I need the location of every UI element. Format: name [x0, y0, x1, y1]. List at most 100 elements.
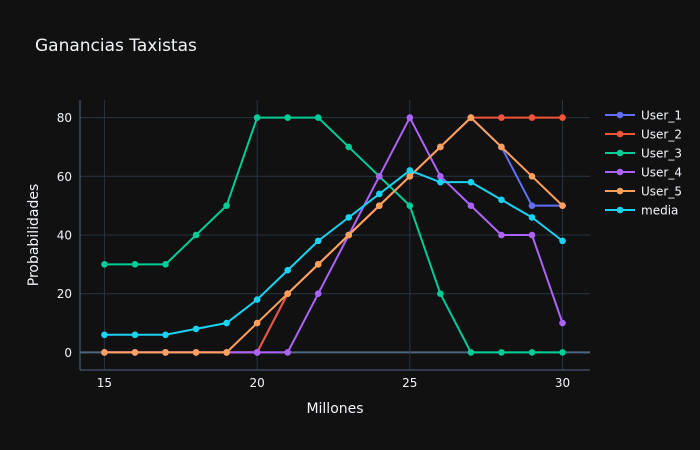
data-point[interactable] [498, 349, 505, 356]
series-line [104, 169, 564, 336]
data-point[interactable] [467, 202, 475, 209]
data-point[interactable] [223, 319, 230, 327]
legend-swatch-marker [616, 130, 624, 138]
data-point[interactable] [559, 202, 566, 209]
data-point[interactable] [406, 173, 414, 180]
legend-item-user-2[interactable]: User_2 [605, 128, 682, 142]
data-point[interactable] [284, 114, 291, 121]
data-point[interactable] [192, 231, 200, 239]
legend-swatch-marker [616, 187, 624, 195]
data-point[interactable] [437, 173, 444, 180]
legend-swatch-marker [616, 111, 624, 119]
data-point[interactable] [162, 349, 169, 356]
data-point[interactable] [498, 143, 505, 151]
legend-label: User_5 [641, 185, 682, 199]
y-tick-label: 20 [57, 287, 72, 301]
legend-swatch-marker [616, 168, 624, 176]
y-tick-label: 60 [57, 170, 72, 184]
x-tick-label: 25 [402, 376, 417, 390]
data-point[interactable] [528, 114, 536, 121]
data-point[interactable] [162, 331, 169, 339]
y-tick-label: 40 [57, 229, 72, 243]
data-point[interactable] [131, 261, 139, 268]
data-point[interactable] [375, 190, 383, 198]
data-point[interactable] [467, 178, 475, 186]
data-point[interactable] [467, 114, 475, 121]
data-point[interactable] [314, 290, 322, 297]
series-user-3[interactable] [101, 114, 566, 356]
legend-item-media[interactable]: media [605, 204, 678, 218]
y-tick-label: 80 [57, 111, 72, 125]
data-point[interactable] [559, 319, 566, 327]
data-point[interactable] [559, 114, 566, 121]
data-point[interactable] [101, 261, 108, 268]
data-point[interactable] [101, 331, 108, 339]
data-point[interactable] [559, 237, 566, 245]
data-point[interactable] [559, 349, 566, 356]
data-point[interactable] [253, 349, 261, 356]
legend-label: media [641, 204, 678, 218]
data-point[interactable] [284, 266, 291, 274]
data-point[interactable] [406, 202, 414, 209]
data-point[interactable] [528, 173, 536, 180]
data-point[interactable] [223, 202, 230, 209]
legend-swatch-marker [616, 206, 624, 214]
data-point[interactable] [131, 331, 139, 339]
series-media[interactable] [101, 167, 566, 339]
data-point[interactable] [131, 349, 139, 356]
series-line [104, 116, 563, 354]
legend-item-user-3[interactable]: User_3 [605, 147, 682, 161]
data-point[interactable] [437, 143, 444, 151]
data-point[interactable] [467, 349, 475, 356]
data-point[interactable] [406, 114, 414, 121]
data-point[interactable] [192, 325, 200, 333]
y-axis-label: Probabilidades [26, 184, 42, 287]
data-point[interactable] [253, 319, 261, 327]
data-point[interactable] [528, 231, 536, 239]
data-point[interactable] [345, 231, 353, 239]
data-point[interactable] [528, 214, 536, 221]
data-point[interactable] [314, 114, 322, 121]
legend-label: User_2 [641, 128, 682, 142]
data-point[interactable] [192, 349, 200, 356]
data-point[interactable] [314, 261, 322, 268]
data-point[interactable] [101, 349, 108, 356]
plot-area: 0 20 40 60 80 15 20 25 30 [57, 100, 590, 390]
data-point[interactable] [528, 202, 536, 209]
data-point[interactable] [437, 290, 444, 297]
legend-item-user-4[interactable]: User_4 [605, 166, 682, 180]
data-point[interactable] [223, 349, 230, 356]
legend-item-user-5[interactable]: User_5 [605, 185, 682, 199]
data-point[interactable] [253, 114, 261, 121]
data-point[interactable] [345, 214, 353, 221]
legend-item-user-1[interactable]: User_1 [605, 109, 682, 123]
y-tick-label: 0 [64, 346, 72, 360]
x-tick-label: 20 [249, 376, 264, 390]
data-point[interactable] [253, 296, 261, 303]
x-tick-label: 15 [97, 376, 112, 390]
data-point[interactable] [345, 143, 353, 151]
data-point[interactable] [314, 237, 322, 245]
data-point[interactable] [528, 349, 536, 356]
data-point[interactable] [375, 202, 383, 209]
series-line [104, 116, 564, 354]
data-point[interactable] [284, 290, 291, 297]
legend-label: User_3 [641, 147, 682, 161]
data-point[interactable] [284, 349, 291, 356]
data-point[interactable] [498, 231, 505, 239]
legend-label: User_1 [641, 109, 682, 123]
series-user-5[interactable] [101, 114, 566, 356]
data-point[interactable] [406, 167, 414, 174]
data-point[interactable] [498, 196, 505, 204]
data-point[interactable] [498, 114, 505, 121]
data-point[interactable] [162, 261, 169, 268]
data-point[interactable] [375, 173, 383, 180]
legend-swatch-marker [616, 149, 624, 157]
x-tick-label: 30 [555, 376, 570, 390]
x-axis-label: Millones [306, 401, 363, 417]
legend-label: User_4 [641, 166, 682, 180]
data-point[interactable] [437, 178, 444, 186]
